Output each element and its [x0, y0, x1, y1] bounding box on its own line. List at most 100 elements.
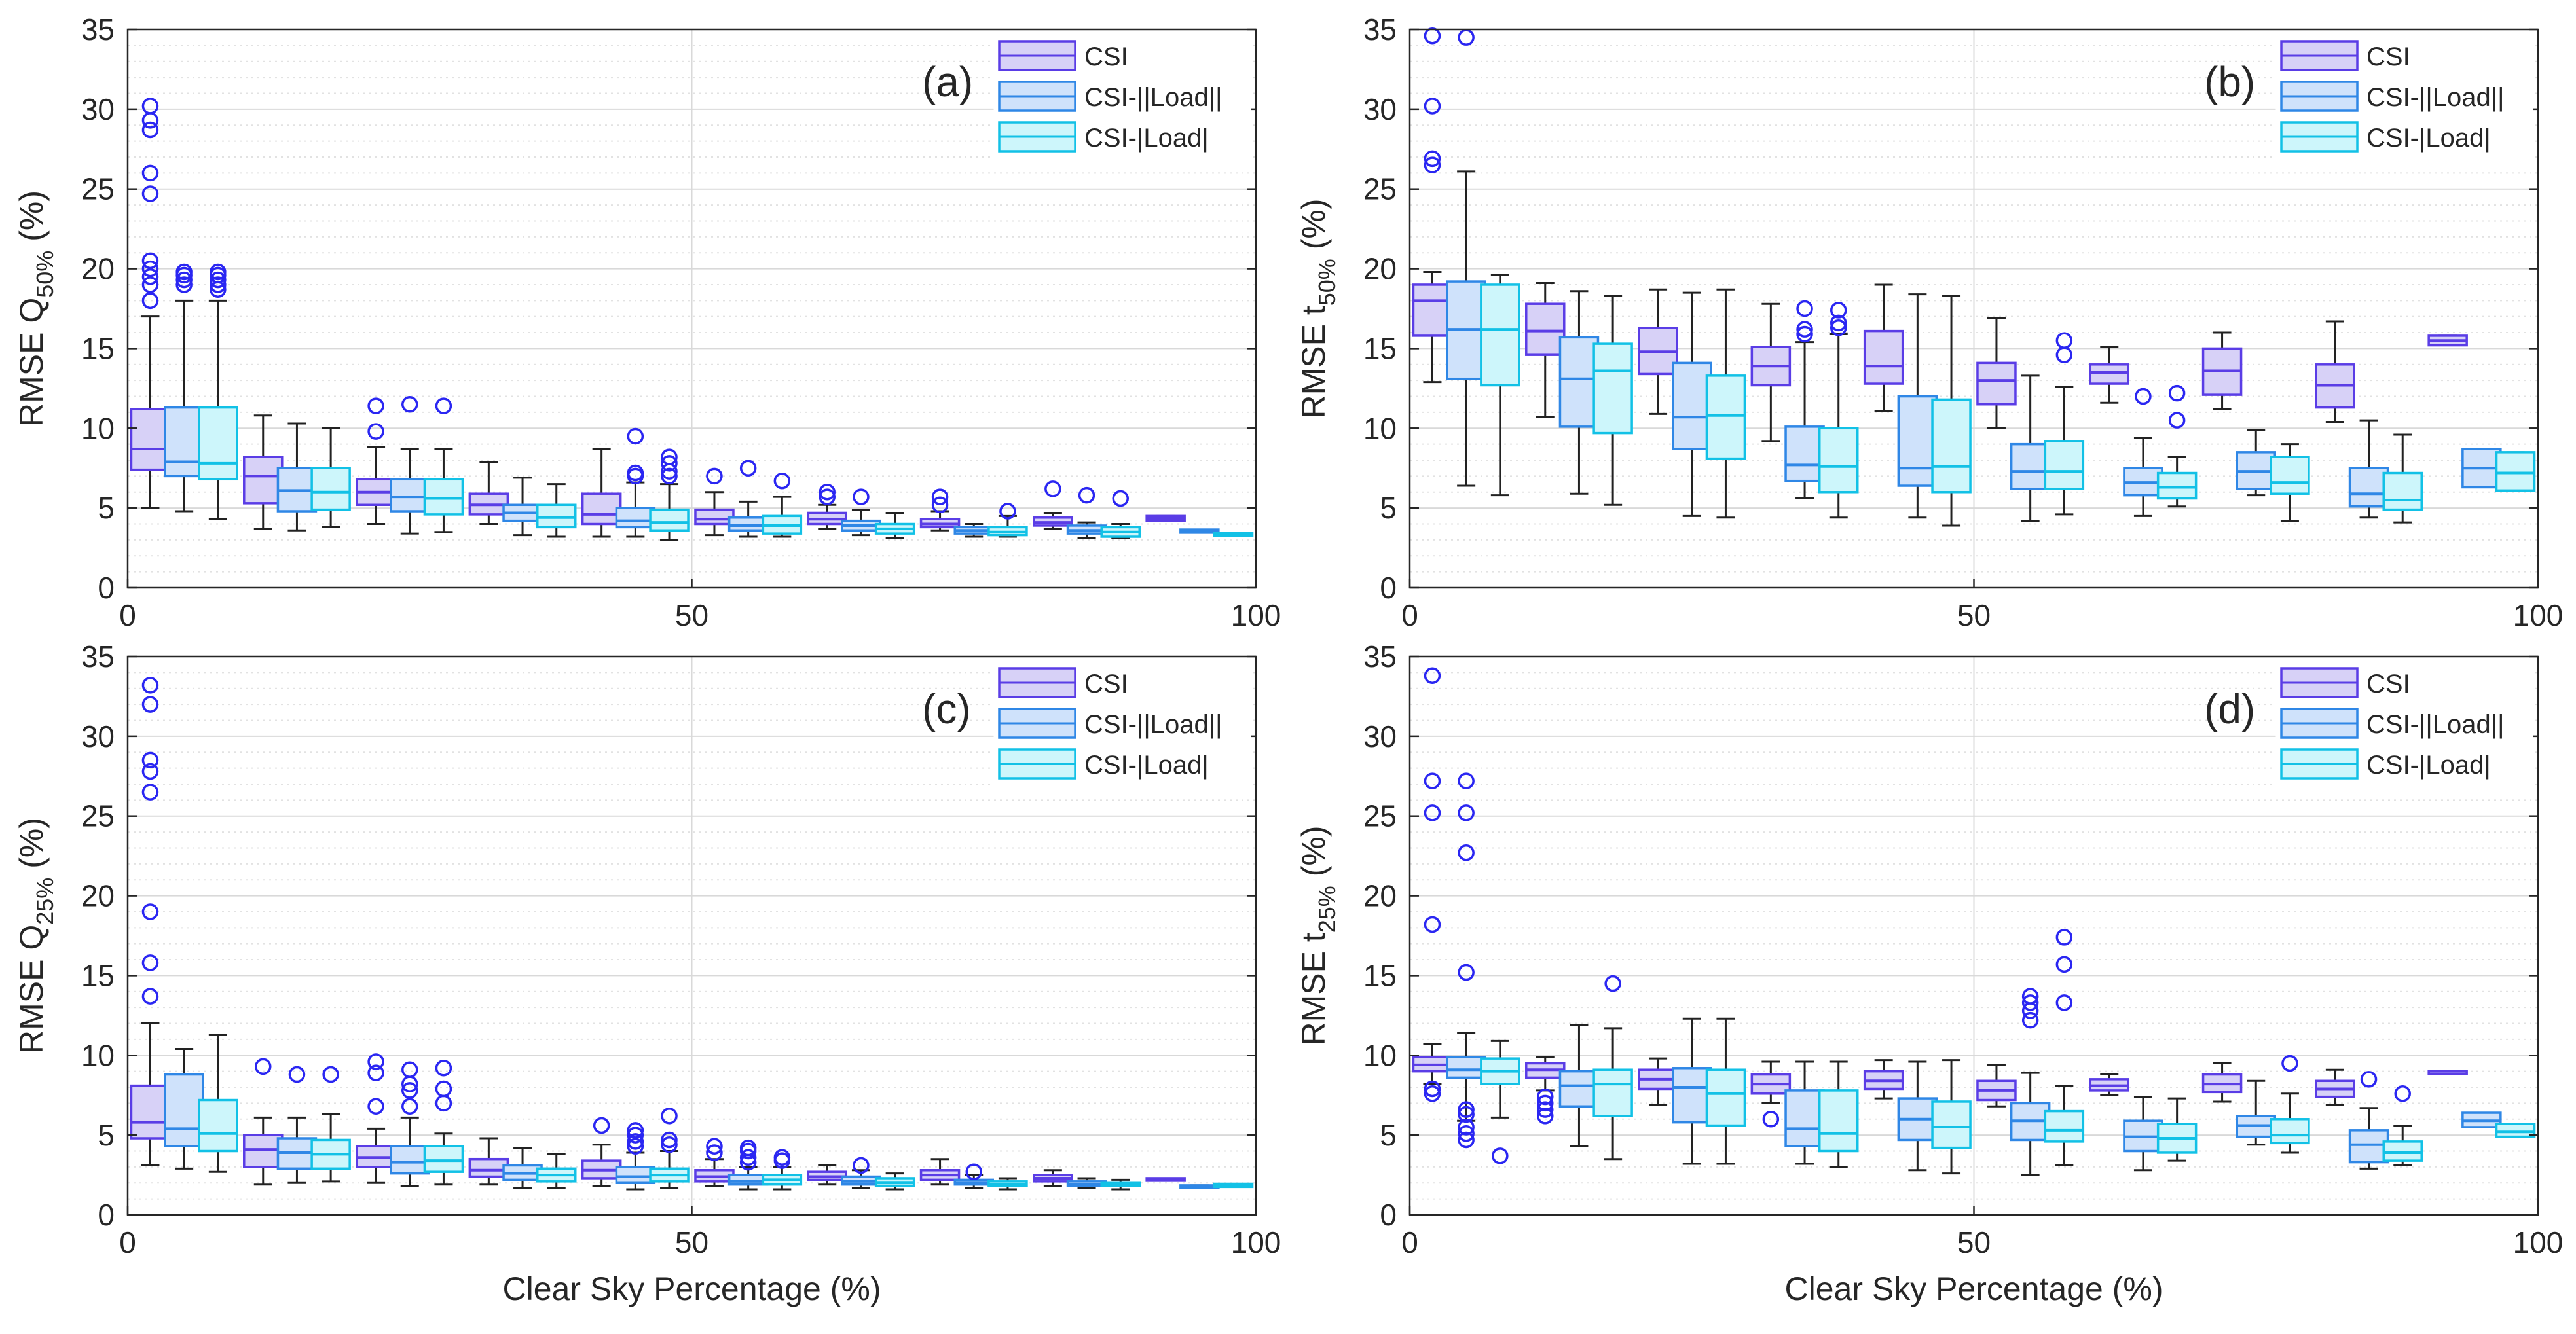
box-a-2-0 [198, 263, 238, 520]
legend-label: CSI-|Load| [1084, 124, 1209, 153]
outlier-point [661, 1131, 678, 1149]
y-tick-label: 30 [1363, 92, 1397, 126]
outlier-point [401, 1061, 418, 1078]
outlier-point [367, 423, 384, 440]
box-c-2-1 [310, 1066, 351, 1183]
y-axis-label-main: RMSE t [1295, 306, 1332, 418]
box-a-2-1 [310, 427, 351, 528]
box-d-1-3 [1784, 1060, 1825, 1165]
box-b-1-0 [1446, 29, 1486, 487]
box-b-2-2 [1705, 288, 1746, 519]
outlier-point [175, 271, 193, 289]
box-c-2-5 [762, 1149, 803, 1191]
outlier-point [1424, 772, 1441, 789]
box-d-0-1 [1525, 1056, 1566, 1125]
box-iqr [2156, 471, 2198, 500]
y-tick-label: 35 [1363, 640, 1397, 674]
box-iqr [2495, 1123, 2536, 1138]
box-c-1-8 [1066, 1177, 1107, 1189]
x-tick-label: 0 [1401, 598, 1418, 632]
x-tick-label: 50 [1957, 1225, 1991, 1259]
panel-label: (c) [922, 685, 971, 732]
y-tick-label: 5 [1380, 491, 1397, 525]
box-iqr [615, 1166, 656, 1185]
box-iqr [198, 406, 238, 481]
box-iqr [1818, 1089, 1859, 1153]
box-b-0-7 [2201, 331, 2243, 410]
outlier-point [2021, 994, 2039, 1011]
outlier-point [1424, 150, 1441, 168]
box-iqr [1897, 395, 1938, 487]
box-b-2-8 [2382, 433, 2423, 524]
box-b-2-1 [1592, 295, 1633, 506]
box-b-1-4 [1897, 293, 1938, 519]
legend-label: CSI-|Load| [2366, 751, 2491, 780]
outlier-point [322, 1066, 339, 1083]
outlier-point [773, 1149, 791, 1166]
outlier-point [2360, 1071, 2378, 1088]
box-c-1-7 [953, 1163, 994, 1189]
box-a-2-2 [423, 397, 464, 533]
y-tick-label: 20 [81, 879, 115, 913]
y-tick-label: 35 [81, 640, 115, 674]
outlier-point [1112, 490, 1129, 507]
outlier-point [401, 1098, 418, 1115]
y-tick-label: 20 [81, 252, 115, 286]
outlier-point [435, 1060, 452, 1077]
y-tick-label: 5 [98, 1118, 115, 1152]
box-d-0-0 [1412, 667, 1453, 1102]
outlier-point [2168, 412, 2186, 429]
outlier-point [627, 1122, 644, 1139]
outlier-point [141, 164, 159, 182]
y-axis-label-main: RMSE Q [13, 298, 50, 427]
box-c-0-7 [919, 1158, 961, 1186]
box-a-1-7 [953, 523, 994, 538]
outlier-point [739, 460, 757, 477]
y-axis-label-main: RMSE t [1295, 933, 1332, 1045]
box-iqr [164, 1073, 204, 1147]
outlier-point [627, 1138, 644, 1155]
box-a-0-0 [130, 98, 171, 509]
x-tick-label: 50 [675, 1225, 708, 1259]
y-axis-label-unit: (%) [13, 190, 50, 242]
box-b-0-4 [1863, 283, 1904, 412]
box-d-0-2 [1638, 1057, 1678, 1106]
box-iqr [2010, 442, 2051, 490]
box-iqr [243, 1134, 284, 1168]
outlier-point [931, 496, 949, 514]
outlier-point [401, 395, 418, 413]
box-b-2-0 [1480, 274, 1520, 497]
outlier-point [435, 1094, 452, 1112]
outlier-point [661, 455, 678, 472]
outlier-point [1796, 300, 1813, 317]
y-tick-label: 25 [81, 172, 115, 206]
x-tick-label: 50 [1957, 598, 1991, 632]
box-d-0-6 [2089, 1073, 2130, 1096]
outlier-point [2281, 1055, 2298, 1072]
box-b-0-3 [1750, 302, 1792, 442]
box-iqr [130, 1084, 171, 1140]
box-iqr [694, 508, 735, 526]
outlier-point [931, 488, 949, 505]
box-b-2-5 [2044, 332, 2085, 516]
box-iqr [198, 1098, 238, 1153]
box-b-0-6 [2089, 346, 2130, 404]
legend-label: CSI-|Load| [2366, 124, 2491, 153]
outlier-point [1537, 1094, 1554, 1112]
box-b-2-4 [1931, 295, 1972, 527]
legend: CSI CSI-||Load|| CSI-|Load| [2275, 658, 2533, 792]
outlier-point [435, 397, 452, 414]
box-a-1-2 [390, 395, 430, 535]
box-c-1-4 [615, 1122, 656, 1191]
box-d-2-3 [1818, 1060, 1859, 1168]
y-tick-label: 20 [1363, 879, 1397, 913]
outlier-point [661, 1108, 678, 1125]
y-tick-label: 25 [1363, 172, 1397, 206]
outlier-point [1458, 772, 1475, 789]
outlier-point [1458, 844, 1475, 861]
box-b-2-9 [2495, 451, 2536, 492]
box-a-2-3 [536, 483, 577, 538]
outlier-point [1044, 480, 1061, 497]
box-b-0-8 [2315, 320, 2355, 424]
box-d-2-7 [2270, 1055, 2310, 1154]
